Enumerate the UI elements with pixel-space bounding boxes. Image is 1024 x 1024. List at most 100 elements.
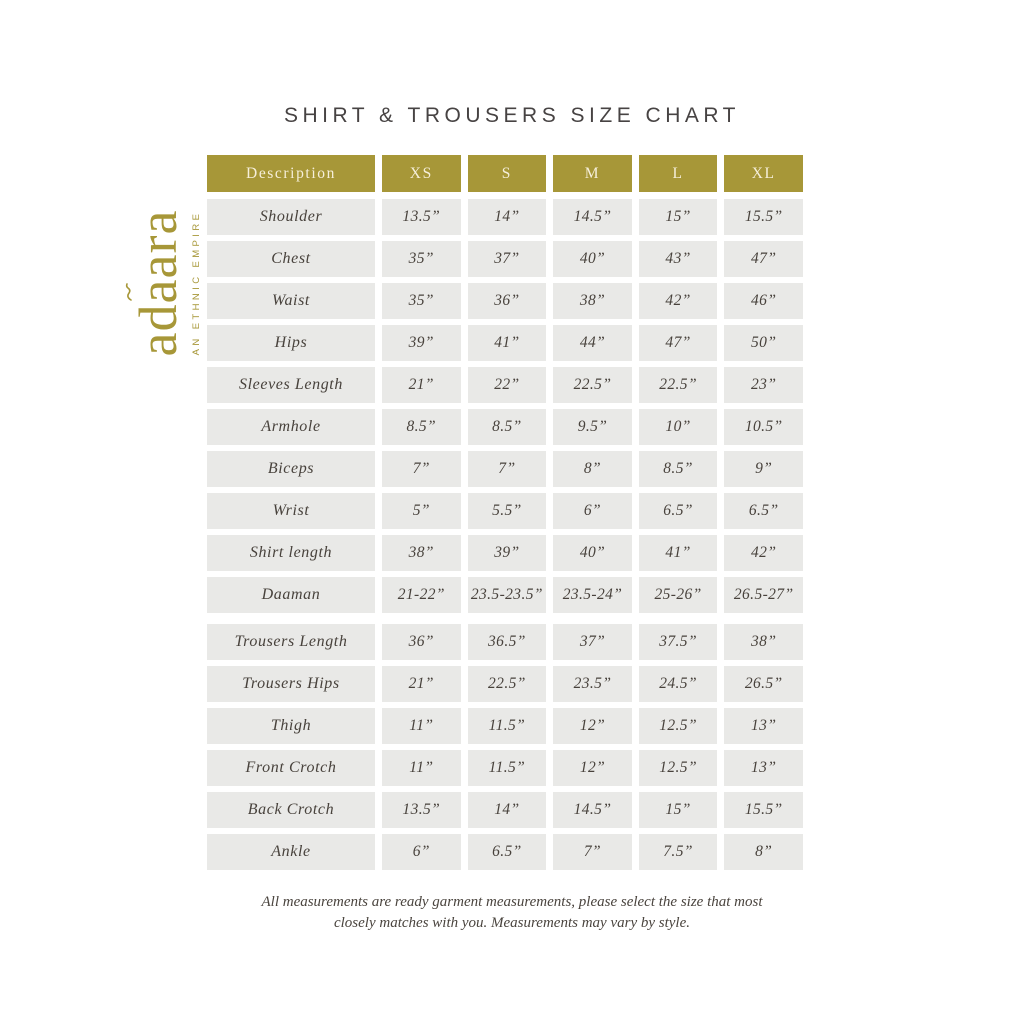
brand-logo: ad aara AN ETHNIC EMPIRE: [125, 173, 205, 393]
measurement-value: 21”: [382, 367, 461, 403]
table-row: Shoulder 13.5” 14” 14.5” 15” 15.5”: [207, 199, 803, 235]
measurement-value: 36”: [382, 624, 461, 660]
row-label: Ankle: [207, 834, 375, 870]
brand-tagline: AN ETHNIC EMPIRE: [191, 210, 202, 356]
row-label: Shoulder: [207, 199, 375, 235]
measurement-value: 42”: [724, 535, 803, 571]
measurement-value: 41”: [638, 535, 718, 571]
measurement-value: 23”: [724, 367, 803, 403]
measurement-value: 40”: [553, 241, 632, 277]
measurement-value: 11.5”: [467, 750, 547, 786]
measurement-value: 7”: [467, 451, 547, 487]
column-header-s: S: [467, 155, 547, 192]
row-label: Waist: [207, 283, 375, 319]
size-chart-table: Description XS S M L XL Shoulder 13.5” 14” 14.5”…: [207, 155, 803, 876]
measurement-value: 43”: [638, 241, 718, 277]
measurement-value: 36.5”: [467, 624, 547, 660]
disclaimer-line-2: closely matches with you. Measurements m…: [333, 915, 690, 931]
row-label: Wrist: [207, 493, 375, 529]
column-header-description: Description: [207, 155, 375, 192]
measurement-value: 7.5”: [638, 834, 718, 870]
measurement-value: 23.5-23.5”: [467, 577, 547, 613]
measurement-value: 15”: [638, 199, 718, 235]
row-label: Thigh: [207, 708, 375, 744]
measurement-value: 7”: [553, 834, 632, 870]
logo-accent-icon: [125, 283, 132, 302]
row-label: Shirt length: [207, 535, 375, 571]
measurement-value: 5”: [382, 493, 461, 529]
measurement-value: 12”: [553, 708, 632, 744]
measurement-value: 11.5”: [467, 708, 547, 744]
measurement-value: 26.5”: [724, 666, 803, 702]
measurement-value: 46”: [724, 283, 803, 319]
measurement-value: 50”: [724, 325, 803, 361]
measurement-value: 11”: [382, 750, 461, 786]
measurement-value: 8”: [724, 834, 803, 870]
measurement-value: 38”: [553, 283, 632, 319]
measurement-value: 10”: [638, 409, 718, 445]
measurement-value: 39”: [467, 535, 547, 571]
row-label: Daaman: [207, 577, 375, 613]
measurement-value: 6.5”: [724, 493, 803, 529]
measurement-value: 15.5”: [724, 199, 803, 235]
table-header-row: Description XS S M L XL: [207, 155, 803, 192]
measurement-value: 14”: [467, 792, 547, 828]
brand-wordmark: ad aara: [125, 173, 188, 393]
table-row: Front Crotch 11” 11.5” 12” 12.5” 13”: [207, 750, 803, 786]
table-row: Back Crotch 13.5” 14” 14.5” 15” 15.5”: [207, 792, 803, 828]
page-title: SHIRT & TROUSERS SIZE CHART: [283, 104, 740, 127]
table-row: Ankle 6” 6.5” 7” 7.5” 8”: [207, 834, 803, 870]
measurement-value: 37”: [553, 624, 632, 660]
measurement-value: 22.5”: [467, 666, 547, 702]
measurement-value: 8.5”: [467, 409, 547, 445]
measurement-value: 9”: [724, 451, 803, 487]
table-row: Sleeves Length 21” 22” 22.5” 22.5” 23”: [207, 367, 803, 403]
measurement-value: 6.5”: [638, 493, 718, 529]
measurement-value: 21-22”: [382, 577, 461, 613]
measurement-value: 24.5”: [638, 666, 718, 702]
measurement-value: 39”: [382, 325, 461, 361]
measurement-value: 9.5”: [553, 409, 632, 445]
row-label: Armhole: [207, 409, 375, 445]
measurement-value: 47”: [638, 325, 718, 361]
measurement-disclaimer: All measurements are ready garment measu…: [0, 892, 1024, 934]
measurement-value: 38”: [382, 535, 461, 571]
measurement-value: 5.5”: [467, 493, 547, 529]
measurement-value: 12”: [553, 750, 632, 786]
measurement-value: 14.5”: [553, 199, 632, 235]
row-label: Biceps: [207, 451, 375, 487]
measurement-value: 6.5”: [467, 834, 547, 870]
measurement-value: 25-26”: [638, 577, 718, 613]
row-label: Trousers Hips: [207, 666, 375, 702]
measurement-value: 8”: [553, 451, 632, 487]
row-label: Back Crotch: [207, 792, 375, 828]
brand-letters-lead: ad: [128, 303, 188, 357]
brand-letters-tail: ara: [128, 209, 188, 279]
measurement-value: 11”: [382, 708, 461, 744]
measurement-value: 41”: [467, 325, 547, 361]
row-label: Front Crotch: [207, 750, 375, 786]
table-row: Hips 39” 41” 44” 47” 50”: [207, 325, 803, 361]
measurement-value: 35”: [382, 241, 461, 277]
table-row: Shirt length 38” 39” 40” 41” 42”: [207, 535, 803, 571]
measurement-value: 35”: [382, 283, 461, 319]
measurement-value: 26.5-27”: [724, 577, 803, 613]
table-row: Chest 35” 37” 40” 43” 47”: [207, 241, 803, 277]
measurement-value: 22”: [467, 367, 547, 403]
measurement-value: 14”: [467, 199, 547, 235]
measurement-value: 14.5”: [553, 792, 632, 828]
measurement-value: 13”: [724, 750, 803, 786]
measurement-value: 12.5”: [638, 708, 718, 744]
table-row: Daaman 21-22” 23.5-23.5” 23.5-24” 25-26” 26.5…: [207, 577, 803, 613]
measurement-value: 8.5”: [638, 451, 718, 487]
measurement-value: 47”: [724, 241, 803, 277]
measurement-value: 23.5-24”: [553, 577, 632, 613]
table-row: Armhole 8.5” 8.5” 9.5” 10” 10.5”: [207, 409, 803, 445]
disclaimer-line-1: All measurements are ready garment measu…: [261, 894, 763, 910]
table-row: Trousers Hips 21” 22.5” 23.5” 24.5” 26.5”: [207, 666, 803, 702]
measurement-value: 12.5”: [638, 750, 718, 786]
row-label: Sleeves Length: [207, 367, 375, 403]
measurement-value: 42”: [638, 283, 718, 319]
measurement-value: 7”: [382, 451, 461, 487]
